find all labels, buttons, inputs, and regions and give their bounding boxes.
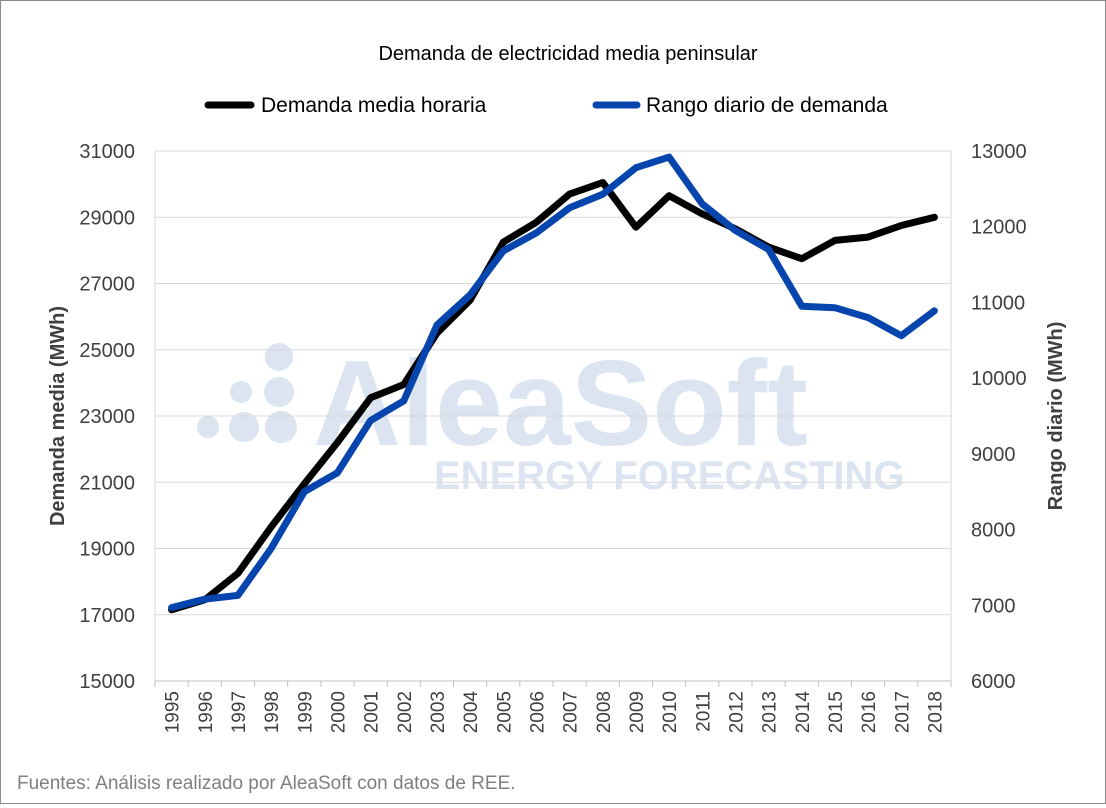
x-tick-label-1998: 1998	[262, 691, 283, 733]
x-tick-label-2006: 2006	[527, 691, 548, 733]
x-axis: 1995 1996 1997 1998 1999 2000 2001 2002 2003 2004…	[154, 681, 952, 734]
x-tick-label-2007: 2007	[561, 691, 582, 733]
x-tick-label-1995: 1995	[163, 691, 184, 733]
x-tick-label-2011: 2011	[693, 691, 714, 732]
aleasoft-watermark: AleaSoft ENERGY FORECASTING	[197, 335, 904, 498]
right-y-tick-label-8000: 8000	[971, 520, 1016, 542]
x-tick-label-2015: 2015	[826, 691, 847, 733]
right-y-tick-label-9000: 9000	[971, 444, 1016, 466]
right-y-axis-title: Rango diario (MWh)	[1045, 322, 1067, 511]
x-tick-label-1997: 1997	[229, 691, 250, 733]
legend-label-demanda-media-horaria: Demanda media horaria	[261, 94, 487, 117]
chart-title: Demanda de electricidad media peninsular	[378, 43, 757, 65]
x-tick-label-2017: 2017	[892, 691, 913, 733]
x-tick-label-2009: 2009	[627, 691, 648, 733]
x-tick-label-2004: 2004	[461, 691, 482, 734]
x-tick-label-1999: 1999	[295, 691, 316, 733]
right-y-tick-label-6000: 6000	[971, 671, 1016, 693]
chart-legend: Demanda media horaria Rango diario de de…	[204, 94, 888, 117]
left-y-tick-label-29000: 29000	[79, 207, 135, 229]
left-y-tick-label-17000: 17000	[79, 605, 135, 627]
x-tick-label-2013: 2013	[760, 691, 781, 733]
left-y-tick-label-21000: 21000	[79, 472, 135, 494]
x-tick-label-2003: 2003	[428, 691, 449, 733]
x-tick-label-2008: 2008	[594, 691, 615, 733]
right-y-axis: 6000 7000 8000 9000 10000 11000 12000 13000	[971, 141, 1027, 693]
chart-gridlines	[154, 150, 952, 682]
right-y-tick-label-11000: 11000	[971, 292, 1025, 314]
x-tick-label-2000: 2000	[328, 691, 349, 733]
right-y-tick-label-7000: 7000	[971, 595, 1016, 617]
x-tick-label-2001: 2001	[362, 691, 383, 733]
x-tick-label-2014: 2014	[793, 691, 814, 734]
right-y-tick-label-13000: 13000	[971, 141, 1027, 163]
x-tick-label-1996: 1996	[196, 691, 217, 733]
legend-label-rango-diario-de-demanda: Rango diario de demanda	[646, 94, 888, 117]
chart-series	[168, 153, 938, 614]
left-y-axis-title: Demanda media (MWh)	[47, 306, 69, 526]
x-tick-label-2005: 2005	[494, 691, 515, 733]
left-y-axis: 15000 17000 19000 21000 23000 25000 27000 29000…	[79, 141, 135, 693]
x-tick-label-2018: 2018	[925, 691, 946, 733]
x-tick-label-2012: 2012	[726, 691, 747, 733]
series-line-rango-diario-de-demanda	[168, 153, 938, 612]
watermark-tagline: ENERGY FORECASTING	[434, 454, 904, 498]
watermark-brand: AleaSoft	[313, 335, 808, 471]
right-y-tick-label-12000: 12000	[971, 217, 1027, 239]
left-y-tick-label-15000: 15000	[79, 671, 135, 693]
series-line-demanda-media-horaria	[168, 179, 938, 614]
aleasoft-logo-dots	[197, 343, 297, 443]
left-y-tick-label-31000: 31000	[79, 141, 135, 163]
left-y-tick-label-23000: 23000	[79, 406, 135, 428]
left-y-tick-label-27000: 27000	[79, 274, 135, 296]
right-y-tick-label-10000: 10000	[971, 368, 1027, 390]
x-tick-label-2010: 2010	[660, 691, 681, 733]
left-y-tick-label-19000: 19000	[79, 539, 135, 561]
x-tick-label-2016: 2016	[859, 691, 880, 733]
source-note: Fuentes: Análisis realizado por AleaSoft…	[17, 773, 516, 794]
x-tick-label-2002: 2002	[395, 691, 416, 733]
left-y-tick-label-25000: 25000	[79, 340, 135, 362]
